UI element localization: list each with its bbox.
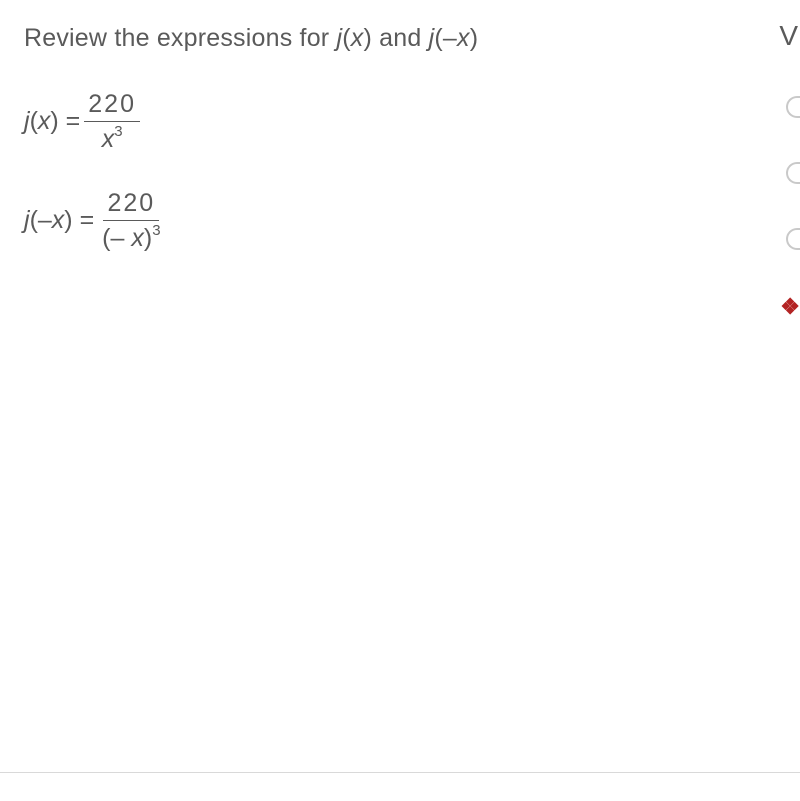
- radio-option-2[interactable]: [786, 162, 800, 184]
- eq2-fraction: 220 (– x)3: [98, 188, 164, 253]
- eq1-den-var: x: [102, 125, 115, 153]
- eq1-lhs: j(x) =: [24, 107, 80, 136]
- partial-letter-v: V: [779, 20, 798, 52]
- eq2-close: ) =: [64, 206, 94, 235]
- divider-line: [0, 772, 800, 773]
- right-column: V ❖: [779, 20, 800, 320]
- eq2-den-exp: 3: [152, 222, 160, 239]
- radio-option-3[interactable]: [786, 228, 800, 250]
- fn2-open: (–: [434, 24, 457, 52]
- fn1-arg: x: [351, 24, 364, 52]
- eq1-denominator: x3: [98, 122, 127, 154]
- eq1-numerator: 220: [84, 89, 140, 122]
- eq1-close: ) =: [50, 107, 80, 136]
- eq2-open: (–: [30, 206, 52, 235]
- eq2-var: x: [52, 206, 65, 235]
- prompt-and: and: [372, 24, 429, 52]
- eq2-denominator: (– x)3: [98, 221, 164, 253]
- eq2-lhs: j(–x) =: [24, 206, 94, 235]
- eq2-den-close: ): [144, 224, 152, 252]
- question-prompt: Review the expressions for j(x) and j(–x…: [24, 24, 800, 53]
- equation-jx: j(x) = 220 x3: [24, 89, 800, 154]
- fn2-close: ): [470, 24, 479, 52]
- eq1-fraction: 220 x3: [84, 89, 140, 154]
- eq1-var: x: [38, 107, 51, 136]
- eq2-den-open: (–: [102, 224, 131, 252]
- question-content: Review the expressions for j(x) and j(–x…: [0, 0, 800, 253]
- prompt-prefix: Review the expressions for: [24, 24, 336, 52]
- eq2-numerator: 220: [103, 188, 159, 221]
- equation-jnegx: j(–x) = 220 (– x)3: [24, 188, 800, 253]
- fn2-arg: x: [457, 24, 470, 52]
- eq1-den-exp: 3: [114, 123, 122, 140]
- eq1-open: (: [30, 107, 38, 136]
- fn1-close: ): [363, 24, 372, 52]
- eq2-den-var: x: [131, 224, 144, 252]
- radio-option-1[interactable]: [786, 96, 800, 118]
- fn1-open: (: [342, 24, 351, 52]
- incorrect-mark-icon: ❖: [780, 294, 800, 320]
